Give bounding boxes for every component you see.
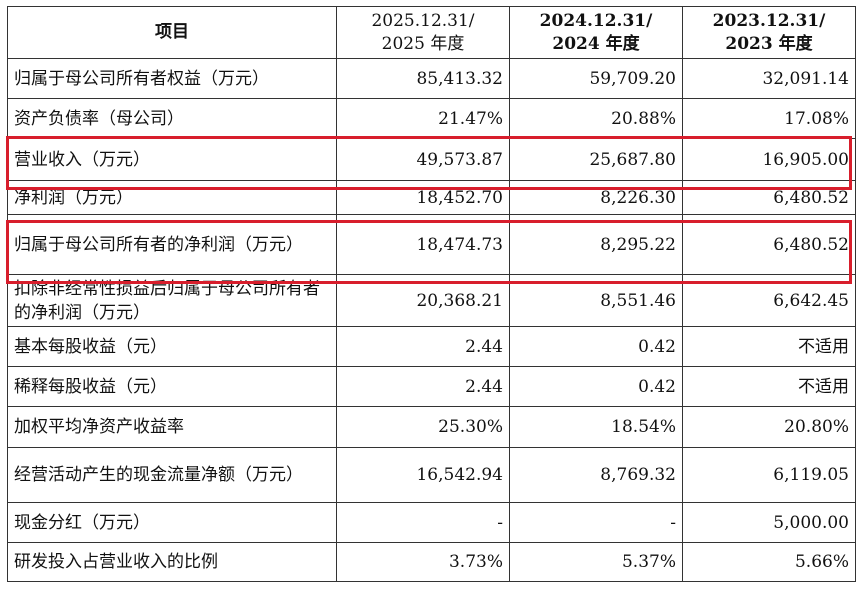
cell-2024: 8,226.30 bbox=[509, 180, 683, 215]
row-label: 营业收入（万元） bbox=[7, 138, 337, 181]
table-row: 资产负债率（母公司） 21.47% 20.88% 17.08% bbox=[7, 98, 856, 139]
cell-2023: 16,905.00 bbox=[682, 138, 856, 181]
row-label: 经营活动产生的现金流量净额（万元） bbox=[7, 447, 337, 503]
cell-2023: 不适用 bbox=[682, 326, 856, 367]
header-row: 项目 2025.12.31/ 2025 年度 2024.12.31/ 2024 … bbox=[7, 6, 856, 59]
cell-2023: 5,000.00 bbox=[682, 502, 856, 543]
cell-2025: - bbox=[336, 502, 510, 543]
table-row: 稀释每股收益（元） 2.44 0.42 不适用 bbox=[7, 366, 856, 407]
cell-2023: 6,480.52 bbox=[682, 214, 856, 275]
cell-2025: 85,413.32 bbox=[336, 58, 510, 99]
cell-2024: 8,551.46 bbox=[509, 274, 683, 327]
table-row: 经营活动产生的现金流量净额（万元） 16,542.94 8,769.32 6,1… bbox=[7, 447, 856, 503]
cell-2023: 6,480.52 bbox=[682, 180, 856, 215]
cell-2023: 5.66% bbox=[682, 542, 856, 582]
cell-2023: 6,119.05 bbox=[682, 447, 856, 503]
cell-2024: 0.42 bbox=[509, 326, 683, 367]
row-label: 净利润（万元） bbox=[7, 180, 337, 215]
cell-2023: 20.80% bbox=[682, 406, 856, 448]
cell-2025: 18,452.70 bbox=[336, 180, 510, 215]
cell-2023: 32,091.14 bbox=[682, 58, 856, 99]
cell-2024: 25,687.80 bbox=[509, 138, 683, 181]
row-label: 资产负债率（母公司） bbox=[7, 98, 337, 139]
table-row: 归属于母公司所有者的净利润（万元） 18,474.73 8,295.22 6,4… bbox=[7, 214, 856, 275]
row-label: 稀释每股收益（元） bbox=[7, 366, 337, 407]
cell-2025: 3.73% bbox=[336, 542, 510, 582]
header-2024: 2024.12.31/ 2024 年度 bbox=[509, 6, 683, 59]
cell-2025: 2.44 bbox=[336, 326, 510, 367]
table-row: 研发投入占营业收入的比例 3.73% 5.37% 5.66% bbox=[7, 542, 856, 582]
cell-2024: 0.42 bbox=[509, 366, 683, 407]
cell-2023: 6,642.45 bbox=[682, 274, 856, 327]
header-2025: 2025.12.31/ 2025 年度 bbox=[336, 6, 510, 59]
cell-2023: 17.08% bbox=[682, 98, 856, 139]
cell-2024: 8,295.22 bbox=[509, 214, 683, 275]
row-label: 研发投入占营业收入的比例 bbox=[7, 542, 337, 582]
cell-2023: 不适用 bbox=[682, 366, 856, 407]
cell-2024: 18.54% bbox=[509, 406, 683, 448]
cell-2024: 5.37% bbox=[509, 542, 683, 582]
cell-2025: 20,368.21 bbox=[336, 274, 510, 327]
cell-2024: - bbox=[509, 502, 683, 543]
cell-2025: 25.30% bbox=[336, 406, 510, 448]
header-item: 项目 bbox=[7, 6, 337, 59]
cell-2025: 21.47% bbox=[336, 98, 510, 139]
cell-2025: 2.44 bbox=[336, 366, 510, 407]
row-label: 现金分红（万元） bbox=[7, 502, 337, 543]
header-2023: 2023.12.31/ 2023 年度 bbox=[682, 6, 856, 59]
cell-2024: 8,769.32 bbox=[509, 447, 683, 503]
cell-2025: 16,542.94 bbox=[336, 447, 510, 503]
table-row: 加权平均净资产收益率 25.30% 18.54% 20.80% bbox=[7, 406, 856, 448]
table-row: 基本每股收益（元） 2.44 0.42 不适用 bbox=[7, 326, 856, 367]
table-row: 净利润（万元） 18,452.70 8,226.30 6,480.52 bbox=[7, 180, 856, 215]
financial-indicators-table: 项目 2025.12.31/ 2025 年度 2024.12.31/ 2024 … bbox=[7, 6, 856, 582]
table-row: 营业收入（万元） 49,573.87 25,687.80 16,905.00 bbox=[7, 138, 856, 181]
table-row: 归属于母公司所有者权益（万元） 85,413.32 59,709.20 32,0… bbox=[7, 58, 856, 99]
row-label: 扣除非经常性损益后归属于母公司所有者的净利润（万元） bbox=[7, 274, 337, 327]
row-label: 归属于母公司所有者的净利润（万元） bbox=[7, 214, 337, 275]
cell-2024: 59,709.20 bbox=[509, 58, 683, 99]
table-row: 现金分红（万元） - - 5,000.00 bbox=[7, 502, 856, 543]
row-label: 基本每股收益（元） bbox=[7, 326, 337, 367]
cell-2025: 18,474.73 bbox=[336, 214, 510, 275]
row-label: 归属于母公司所有者权益（万元） bbox=[7, 58, 337, 99]
row-label: 加权平均净资产收益率 bbox=[7, 406, 337, 448]
cell-2024: 20.88% bbox=[509, 98, 683, 139]
cell-2025: 49,573.87 bbox=[336, 138, 510, 181]
table-row: 扣除非经常性损益后归属于母公司所有者的净利润（万元） 20,368.21 8,5… bbox=[7, 274, 856, 327]
